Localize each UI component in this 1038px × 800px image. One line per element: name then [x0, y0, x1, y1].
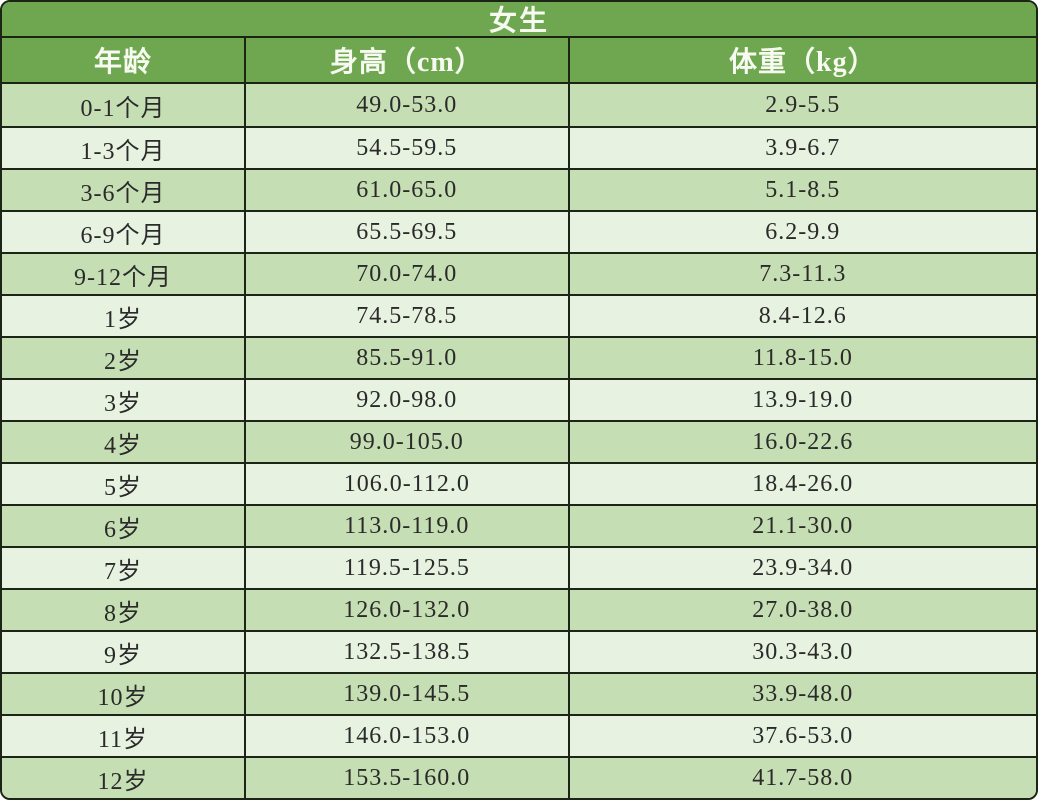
cell-age: 7岁	[103, 558, 142, 585]
cell-weight: 16.0-22.6	[567, 422, 1036, 462]
cell-weight: 18.4-26.0	[567, 464, 1036, 504]
table-row: 10岁 139.0-145.5 33.9-48.0	[2, 672, 1036, 714]
cell-height: 139.0-145.5	[243, 674, 568, 714]
cell-weight: 13.9-19.0	[567, 380, 1036, 420]
cell-age: 1岁	[103, 306, 142, 333]
cell-weight: 37.6-53.0	[567, 716, 1036, 756]
cell-age: 3岁	[103, 390, 142, 417]
table-row: 3岁 92.0-98.0 13.9-19.0	[2, 378, 1036, 420]
table-body: 0-1个月 49.0-53.0 2.9-5.5 1-3个月 54.5-59.5 3.9-6…	[2, 84, 1036, 798]
cell-weight: 5.1-8.5	[567, 170, 1036, 210]
cell-height: 49.0-53.0	[243, 84, 568, 126]
table-row: 0-1个月 49.0-53.0 2.9-5.5	[2, 84, 1036, 126]
table-row: 1岁 74.5-78.5 8.4-12.6	[2, 294, 1036, 336]
table-row: 9-12个月 70.0-74.0 7.3-11.3	[2, 252, 1036, 294]
table-row: 4岁 99.0-105.0 16.0-22.6	[2, 420, 1036, 462]
cell-age: 6岁	[103, 516, 142, 543]
cell-height: 153.5-160.0	[243, 758, 568, 798]
cell-height: 74.5-78.5	[243, 296, 568, 336]
cell-age: 1-3个月	[80, 138, 166, 165]
cell-height: 132.5-138.5	[243, 632, 568, 672]
cell-height: 119.5-125.5	[243, 548, 568, 588]
cell-age: 10岁	[97, 684, 149, 711]
cell-height: 54.5-59.5	[243, 128, 568, 168]
cell-age: 8岁	[103, 600, 142, 627]
cell-height: 92.0-98.0	[243, 380, 568, 420]
cell-weight: 3.9-6.7	[567, 128, 1036, 168]
cell-weight: 41.7-58.0	[567, 758, 1036, 798]
cell-weight: 23.9-34.0	[567, 548, 1036, 588]
cell-height: 61.0-65.0	[243, 170, 568, 210]
cell-weight: 8.4-12.6	[567, 296, 1036, 336]
table-title: 女生	[2, 2, 1036, 37]
cell-age: 5岁	[103, 474, 142, 501]
table-row: 7岁 119.5-125.5 23.9-34.0	[2, 546, 1036, 588]
table-row: 6岁 113.0-119.0 21.1-30.0	[2, 504, 1036, 546]
cell-height: 106.0-112.0	[243, 464, 568, 504]
cell-weight: 33.9-48.0	[567, 674, 1036, 714]
header-weight: 体重（kg）	[567, 38, 1036, 82]
cell-weight: 30.3-43.0	[567, 632, 1036, 672]
table-row: 12岁 153.5-160.0 41.7-58.0	[2, 756, 1036, 798]
cell-height: 146.0-153.0	[243, 716, 568, 756]
cell-age: 11岁	[97, 726, 149, 753]
cell-weight: 27.0-38.0	[567, 590, 1036, 630]
cell-height: 70.0-74.0	[243, 254, 568, 294]
cell-age: 12岁	[97, 768, 149, 795]
table-row: 11岁 146.0-153.0 37.6-53.0	[2, 714, 1036, 756]
cell-age: 2岁	[103, 348, 142, 375]
table-row: 9岁 132.5-138.5 30.3-43.0	[2, 630, 1036, 672]
cell-weight: 11.8-15.0	[567, 338, 1036, 378]
cell-height: 126.0-132.0	[243, 590, 568, 630]
table-row: 2岁 85.5-91.0 11.8-15.0	[2, 336, 1036, 378]
cell-age: 4岁	[103, 432, 142, 459]
cell-age: 6-9个月	[80, 222, 166, 249]
cell-age: 9-12个月	[73, 264, 172, 291]
cell-age: 3-6个月	[80, 180, 166, 207]
cell-height: 65.5-69.5	[243, 212, 568, 252]
table-header: 年龄 身高（cm） 体重（kg）	[2, 36, 1036, 84]
cell-weight: 21.1-30.0	[567, 506, 1036, 546]
cell-height: 85.5-91.0	[243, 338, 568, 378]
cell-weight: 7.3-11.3	[567, 254, 1036, 294]
cell-height: 99.0-105.0	[243, 422, 568, 462]
cell-height: 113.0-119.0	[243, 506, 568, 546]
table-row: 5岁 106.0-112.0 18.4-26.0	[2, 462, 1036, 504]
cell-weight: 6.2-9.9	[567, 212, 1036, 252]
cell-weight: 2.9-5.5	[567, 84, 1036, 126]
header-age: 年龄	[93, 47, 152, 78]
cell-age: 9岁	[103, 642, 142, 669]
table-row: 8岁 126.0-132.0 27.0-38.0	[2, 588, 1036, 630]
table-row: 3-6个月 61.0-65.0 5.1-8.5	[2, 168, 1036, 210]
table-row: 1-3个月 54.5-59.5 3.9-6.7	[2, 126, 1036, 168]
table-row: 6-9个月 65.5-69.5 6.2-9.9	[2, 210, 1036, 252]
cell-age: 0-1个月	[80, 95, 166, 122]
header-height: 身高（cm）	[243, 38, 568, 82]
